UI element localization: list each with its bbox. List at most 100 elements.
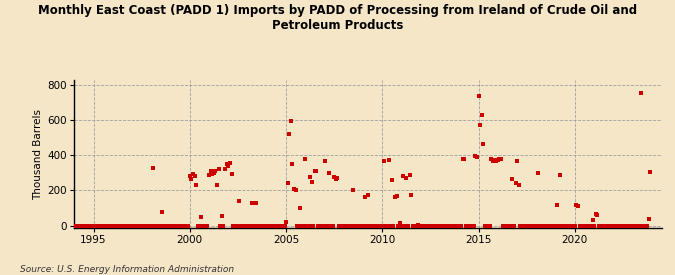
Point [395,221,406,225]
Point [315,223,325,228]
Point [266,223,277,228]
Point [583,223,593,228]
Point [192,223,203,228]
Point [595,223,606,228]
Point [369,223,379,228]
Point [155,223,166,228]
Point [151,223,161,228]
Point [112,223,123,228]
Point [618,223,628,228]
Point [77,223,88,228]
Point [526,223,537,228]
Point [361,223,372,228]
Point [273,223,284,228]
Point [213,167,224,172]
Point [462,223,472,228]
Point [269,223,280,228]
Point [217,214,227,218]
Point [91,223,102,228]
Point [425,223,436,228]
Point [261,223,272,228]
Point [423,223,434,228]
Point [101,223,112,228]
Point [533,171,543,175]
Point [308,223,319,228]
Point [377,223,387,228]
Point [550,223,561,228]
Point [248,223,259,228]
Point [487,158,498,163]
Point [284,132,295,136]
Point [218,223,229,228]
Point [263,223,274,228]
Point [103,223,113,228]
Point [374,223,385,228]
Point [478,142,489,146]
Point [75,223,86,228]
Point [348,188,359,193]
Point [584,223,595,228]
Point [555,172,566,177]
Point [115,223,126,228]
Point [296,223,307,228]
Point [140,223,151,228]
Point [483,223,493,228]
Point [197,223,208,228]
Point [436,223,447,228]
Point [337,223,348,228]
Point [460,223,471,228]
Point [298,223,309,228]
Point [642,223,653,228]
Point [382,223,393,228]
Point [232,223,243,228]
Point [354,223,365,228]
Point [119,223,130,228]
Point [324,171,335,175]
Point [282,181,293,186]
Y-axis label: Thousand Barrels: Thousand Barrels [34,109,43,199]
Point [154,223,165,228]
Point [513,183,524,187]
Point [441,223,452,228]
Point [401,176,412,180]
Point [97,223,107,228]
Point [536,223,547,228]
Point [383,158,394,162]
Point [215,223,225,228]
Point [603,223,614,228]
Point [565,223,576,228]
Point [576,223,587,228]
Point [624,223,634,228]
Point [534,223,545,228]
Point [542,223,553,228]
Point [454,223,464,228]
Point [281,220,292,224]
Point [407,223,418,228]
Point [202,223,213,228]
Point [520,223,531,228]
Point [98,223,109,228]
Point [508,223,519,228]
Point [141,223,152,228]
Point [171,223,182,228]
Point [438,223,449,228]
Point [321,223,331,228]
Point [230,223,240,228]
Point [422,223,433,228]
Point [240,223,251,228]
Point [170,223,181,228]
Point [318,223,329,228]
Point [181,223,192,228]
Point [255,223,266,228]
Point [521,223,532,228]
Point [250,200,261,205]
Point [554,223,564,228]
Point [335,223,346,228]
Point [605,223,616,228]
Point [136,223,147,228]
Point [571,203,582,208]
Point [448,223,458,228]
Point [630,223,641,228]
Point [367,223,378,228]
Point [358,223,369,228]
